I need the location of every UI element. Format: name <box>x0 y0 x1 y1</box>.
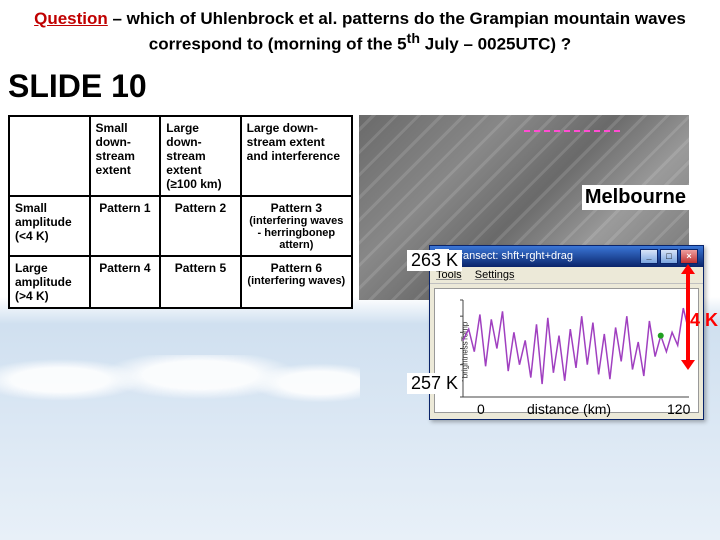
cell-pattern5: Pattern 5 <box>160 256 240 308</box>
question-text: Question – which of Uhlenbrock et al. pa… <box>0 0 720 60</box>
transect-chart <box>455 294 695 409</box>
table-row: Small amplitude (<4 K) Pattern 1 Pattern… <box>9 196 352 256</box>
menu-settings[interactable]: Settings <box>475 269 515 281</box>
col-small-extent: Small down-stream extent <box>90 116 161 196</box>
maximize-button[interactable]: □ <box>660 249 678 264</box>
minimize-button[interactable]: _ <box>640 249 658 264</box>
table-header-row: Small down-stream extent Large down-stre… <box>9 116 352 196</box>
delta-arrow <box>686 273 690 361</box>
cell-pattern1: Pattern 1 <box>90 196 161 256</box>
chart-area: brightnessTemp <box>434 288 699 413</box>
cell-pattern4: Pattern 4 <box>90 256 161 308</box>
delta-label: 4 K <box>690 310 718 331</box>
col-empty <box>9 116 90 196</box>
cloud-background <box>0 355 360 405</box>
cell-pattern2: Pattern 2 <box>160 196 240 256</box>
transect-line <box>524 130 620 132</box>
table-row: Large amplitude (>4 K) Pattern 4 Pattern… <box>9 256 352 308</box>
close-button[interactable]: × <box>680 249 698 264</box>
cell-pattern6: Pattern 6 (interfering waves) <box>241 256 352 308</box>
col-large-extent: Large down-stream extent (≥100 km) <box>160 116 240 196</box>
pattern-table: Small down-stream extent Large down-stre… <box>8 115 353 309</box>
row-large-amp: Large amplitude (>4 K) <box>9 256 90 308</box>
x-axis-label: distance (km) <box>527 401 611 417</box>
slide-number: SLIDE 10 <box>0 60 720 115</box>
x-zero-label: 0 <box>477 401 485 417</box>
col-large-extent-interf: Large down-stream extent and interferenc… <box>241 116 352 196</box>
window-title: Transect: shft+rght+drag <box>453 250 573 262</box>
transect-window: ♨ Transect: shft+rght+drag _ □ × Tools S… <box>429 245 704 420</box>
x-max-label: 120 <box>667 401 690 417</box>
cell-pattern3: Pattern 3 (interfering waves - herringbo… <box>241 196 352 256</box>
y-top-label: 263 K <box>407 250 462 271</box>
content-row: Small down-stream extent Large down-stre… <box>0 115 720 309</box>
y-bottom-label: 257 K <box>407 373 462 394</box>
right-column: Melbourne ♨ Transect: shft+rght+drag _ □… <box>359 115 712 309</box>
row-small-amp: Small amplitude (<4 K) <box>9 196 90 256</box>
question-word: Question <box>34 9 108 28</box>
window-titlebar[interactable]: ♨ Transect: shft+rght+drag _ □ × <box>430 246 703 267</box>
melbourne-label: Melbourne <box>582 185 689 210</box>
menubar: Tools Settings <box>430 267 703 284</box>
